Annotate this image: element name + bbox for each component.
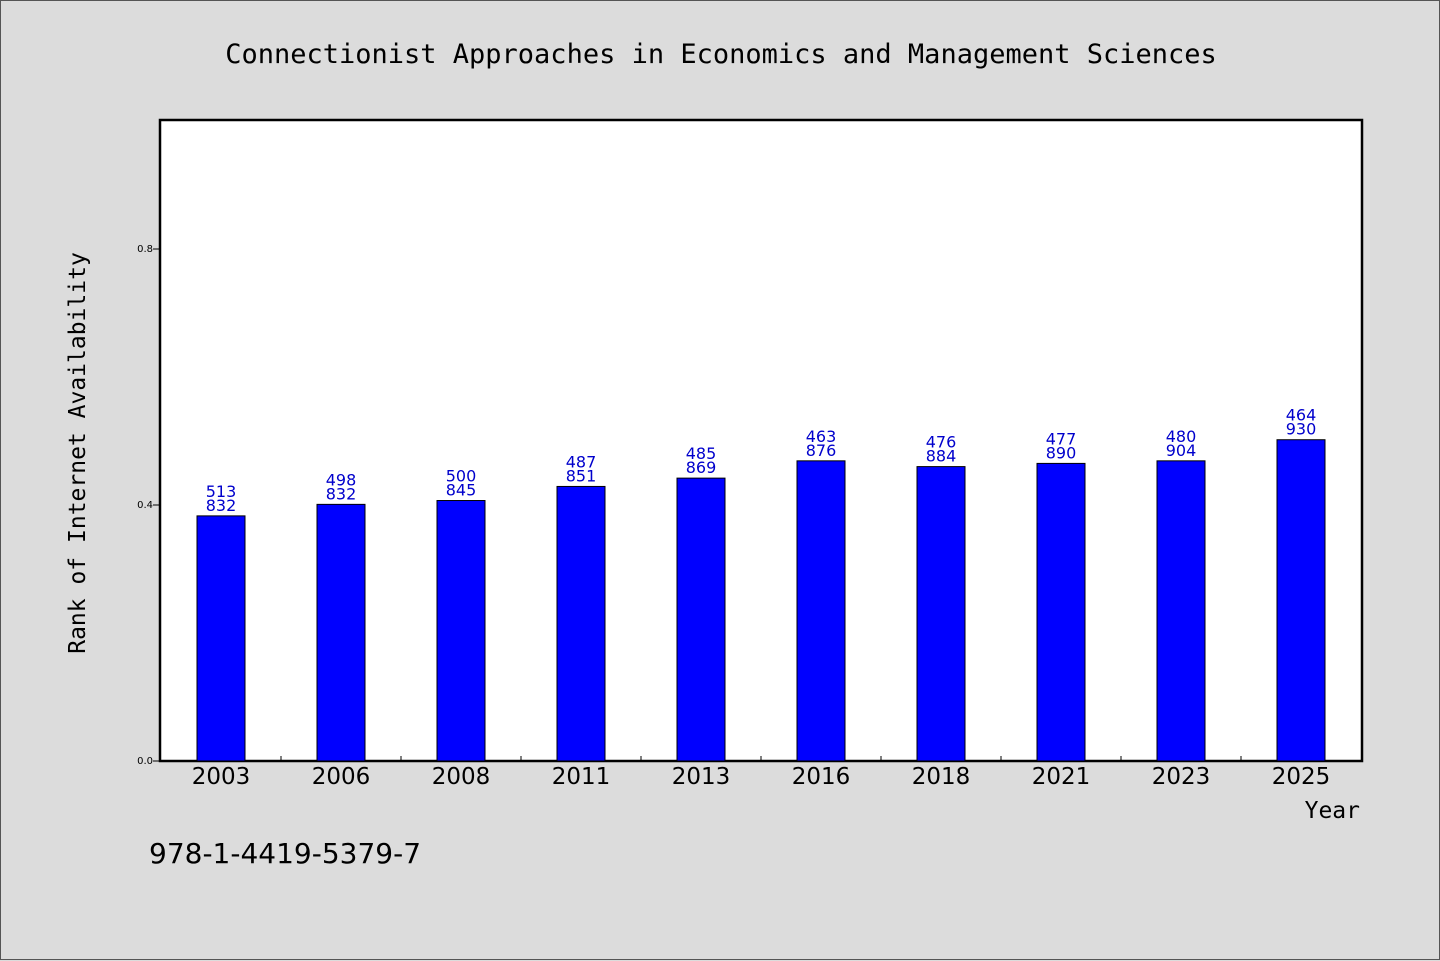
bar-2021 (1036, 462, 1086, 762)
x-tick-label: 2025 (1272, 764, 1331, 790)
bar-2023 (1156, 460, 1206, 762)
data-label-top: 500 (446, 467, 477, 486)
data-label-top: 487 (566, 452, 597, 471)
bar-2011 (556, 485, 606, 762)
data-label-bottom: 832 (206, 496, 237, 515)
isbn-text: 978-1-4419-5379-7 (149, 837, 421, 870)
x-tick-label: 2013 (672, 764, 731, 790)
x-axis-ticks (280, 756, 1242, 761)
data-label-top: 485 (686, 444, 717, 463)
x-tick-labels: 2003 2006 2008 2011 2013 2016 2018 2021 2023 2025 (192, 764, 1331, 790)
data-label-top: 513 (206, 482, 237, 501)
bar-2025 (1276, 439, 1326, 762)
bar-2018 (916, 466, 966, 762)
data-label-top: 463 (806, 427, 837, 446)
x-axis-label: Year (1305, 798, 1360, 824)
x-tick-label: 2016 (792, 764, 851, 790)
x-tick-label: 2003 (192, 764, 251, 790)
x-tick-label: 2011 (552, 764, 611, 790)
data-label-bottom: 851 (566, 466, 597, 485)
bar-2016 (796, 460, 846, 762)
x-tick-label: 2018 (912, 764, 971, 790)
data-label-bottom: 884 (926, 447, 957, 466)
y-tick-label: 0.0 (137, 756, 153, 767)
data-label-bottom: 869 (686, 458, 717, 477)
y-axis-ticks: 0.0 0.4 0.8 (137, 244, 161, 767)
data-label-top: 464 (1286, 406, 1317, 425)
data-label-top: 476 (926, 433, 957, 452)
bar-2013 (676, 477, 726, 762)
bar-2008 (436, 500, 486, 762)
x-tick-label: 2008 (432, 764, 491, 790)
data-label-bottom: 876 (806, 441, 837, 460)
data-label-bottom: 930 (1286, 420, 1317, 439)
x-tick-label: 2023 (1152, 764, 1211, 790)
x-tick-label: 2006 (312, 764, 371, 790)
data-label-bottom: 832 (326, 484, 357, 503)
y-axis-label: Rank of Internet Availability (65, 252, 91, 654)
data-label-top: 498 (326, 470, 357, 489)
bar-2003 (196, 515, 246, 762)
bar-2006 (316, 503, 366, 762)
y-tick-label: 0.4 (137, 500, 153, 511)
bars (196, 439, 1326, 762)
x-tick-label: 2021 (1032, 764, 1091, 790)
data-label-bottom: 890 (1046, 443, 1077, 462)
data-label-top: 480 (1166, 427, 1197, 446)
chart-title: Connectionist Approaches in Economics an… (225, 39, 1217, 70)
data-label-bottom: 904 (1166, 441, 1197, 460)
data-label-bottom: 845 (446, 481, 477, 500)
data-label-top: 477 (1046, 429, 1077, 448)
y-tick-label: 0.8 (137, 244, 153, 255)
